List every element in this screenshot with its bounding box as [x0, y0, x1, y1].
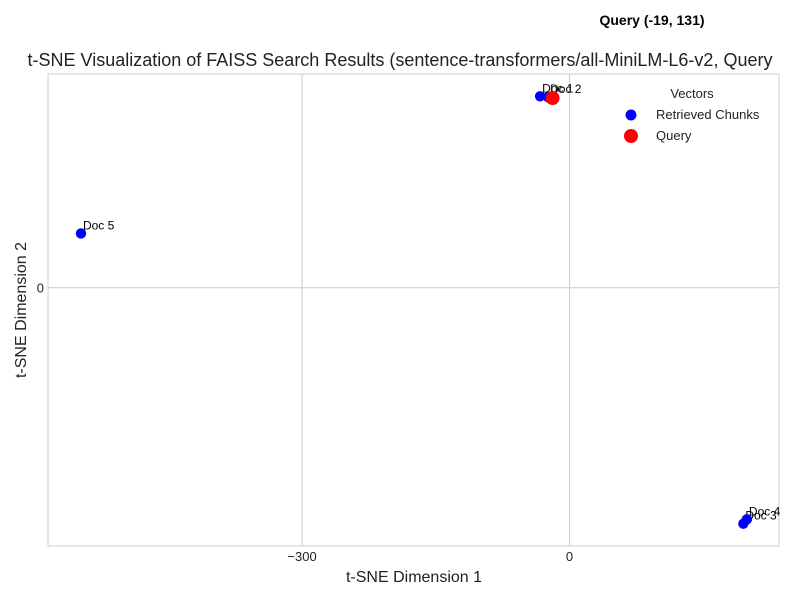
chunk-point — [741, 514, 753, 525]
legend-title: Vectors — [670, 86, 714, 101]
x-axis-label: t-SNE Dimension 1 — [346, 569, 482, 586]
legend-marker-query — [624, 129, 638, 143]
legend-marker-retrieved — [625, 109, 637, 121]
y-tick-label: 0 — [37, 281, 44, 296]
grid — [48, 74, 779, 546]
point-label: Doc 3 — [745, 509, 777, 523]
axis-ticks: −300 0 0 — [37, 281, 573, 564]
plot-frame — [47, 73, 780, 547]
legend-label-query: Query — [656, 128, 692, 143]
x-tick-label: −300 — [287, 549, 316, 564]
chunk-point — [534, 91, 546, 102]
query-point — [545, 91, 560, 106]
point-label: Doc 5 — [83, 218, 115, 232]
chart-title: t-SNE Visualization of FAISS Search Resu… — [28, 50, 773, 70]
query-annotation: Query (-19, 131) — [599, 12, 704, 28]
legend-label-retrieved: Retrieved Chunks — [656, 107, 760, 122]
chunk-point — [75, 228, 87, 239]
y-axis-label: t-SNE Dimension 2 — [13, 242, 30, 378]
legend: Vectors Retrieved Chunks Query — [624, 86, 760, 143]
point-label: Doc 2 — [550, 82, 582, 96]
point-label: Doc 4 — [749, 504, 781, 518]
x-tick-label: 0 — [566, 549, 573, 564]
